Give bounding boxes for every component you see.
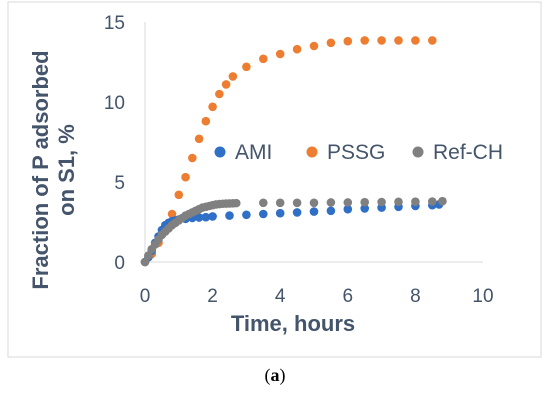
x-tick-label: 10 bbox=[472, 286, 493, 307]
data-point-ref-ch bbox=[428, 197, 437, 206]
legend-marker-ref-ch bbox=[412, 146, 424, 158]
data-point-ami bbox=[201, 212, 211, 222]
legend-label-ref-ch: Ref-CH bbox=[433, 141, 503, 164]
data-point-pssg bbox=[292, 44, 302, 54]
data-point-pssg bbox=[174, 190, 184, 200]
data-point-pssg bbox=[228, 72, 238, 81]
data-point-ami bbox=[360, 204, 370, 213]
data-point-ami bbox=[194, 213, 204, 222]
data-point-pssg bbox=[188, 153, 197, 163]
data-point-pssg bbox=[411, 36, 420, 45]
data-point-ami bbox=[326, 206, 336, 216]
data-point-ref-ch bbox=[140, 257, 150, 267]
data-point-ami bbox=[309, 207, 319, 216]
data-point-pssg bbox=[326, 38, 336, 48]
x-tick-label: 4 bbox=[275, 286, 286, 307]
figure-caption: (a) bbox=[265, 365, 286, 386]
legend-marker-pssg bbox=[306, 146, 318, 158]
data-point-ref-ch bbox=[326, 198, 336, 207]
y-tick-label: 15 bbox=[104, 13, 125, 34]
data-point-pssg bbox=[343, 36, 353, 46]
data-point-ami bbox=[275, 208, 285, 218]
data-point-ref-ch bbox=[259, 198, 268, 208]
data-point-ami bbox=[343, 204, 353, 214]
chart-border bbox=[7, 1, 542, 358]
data-point-pssg bbox=[194, 134, 204, 144]
data-point-ref-ch bbox=[438, 196, 447, 206]
legend-label-ami: AMI bbox=[235, 141, 272, 164]
data-point-ref-ch bbox=[231, 198, 241, 208]
data-point-ref-ch bbox=[343, 198, 353, 207]
data-point-pssg bbox=[309, 41, 319, 51]
legend: AMI PSSG Ref-CH bbox=[214, 141, 503, 164]
data-point-pssg bbox=[181, 172, 190, 182]
data-points bbox=[140, 36, 447, 267]
x-tick-label: 2 bbox=[207, 286, 218, 307]
data-point-pssg bbox=[360, 36, 370, 45]
data-point-ami bbox=[242, 210, 251, 220]
data-point-pssg bbox=[394, 36, 403, 45]
y-axis-title-line2: on S1, % bbox=[54, 124, 79, 216]
x-tick-label: 6 bbox=[343, 286, 354, 307]
data-point-pssg bbox=[208, 102, 217, 112]
legend-marker-ami bbox=[214, 146, 226, 158]
y-tick-label: 10 bbox=[104, 93, 125, 114]
data-point-pssg bbox=[428, 36, 437, 45]
data-point-ref-ch bbox=[144, 251, 153, 260]
data-point-ref-ch bbox=[360, 197, 370, 207]
data-point-pssg bbox=[377, 36, 386, 45]
data-point-ref-ch bbox=[394, 197, 403, 207]
y-axis-title-line1: Fraction of P adsorbed bbox=[28, 50, 53, 289]
data-point-pssg bbox=[275, 49, 285, 59]
data-point-pssg bbox=[167, 209, 177, 219]
data-point-ref-ch bbox=[292, 198, 302, 208]
x-axis-title: Time, hours bbox=[231, 311, 355, 336]
data-point-pssg bbox=[215, 89, 224, 99]
data-point-ref-ch bbox=[309, 198, 319, 208]
data-point-ref-ch bbox=[275, 198, 285, 208]
data-point-ami bbox=[259, 209, 268, 219]
x-tick-label: 0 bbox=[140, 286, 151, 307]
data-point-ami bbox=[292, 208, 302, 217]
data-point-ami bbox=[225, 211, 234, 220]
data-point-ami bbox=[208, 212, 217, 221]
data-point-ref-ch bbox=[377, 197, 386, 207]
data-point-pssg bbox=[259, 54, 268, 64]
data-point-pssg bbox=[221, 80, 231, 89]
data-point-pssg bbox=[201, 116, 211, 126]
data-point-ref-ch bbox=[411, 197, 420, 206]
y-tick-label: 0 bbox=[114, 253, 125, 274]
figure-caption-letter: a bbox=[271, 365, 280, 385]
y-tick-label: 5 bbox=[114, 173, 125, 194]
legend-label-pssg: PSSG bbox=[327, 141, 385, 164]
axes: 0 5 10 15 0 2 4 6 8 10 bbox=[104, 13, 494, 307]
data-point-pssg bbox=[242, 62, 251, 72]
x-tick-label: 8 bbox=[410, 286, 421, 307]
